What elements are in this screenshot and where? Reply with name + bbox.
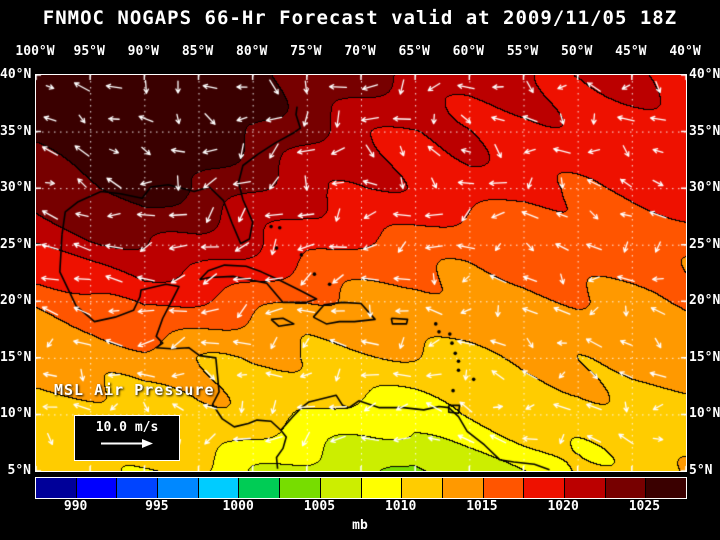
lon-tick-label: 80°W bbox=[236, 44, 268, 59]
colorbar-tick-label: 1010 bbox=[384, 499, 417, 514]
colorbar-segment bbox=[605, 478, 646, 498]
lon-tick-label: 60°W bbox=[452, 44, 484, 59]
lon-tick-label: 95°W bbox=[73, 44, 105, 59]
colorbar-segment bbox=[646, 478, 686, 498]
colorbar-segment bbox=[402, 478, 442, 498]
lon-tick-label: 50°W bbox=[561, 44, 593, 59]
field-label: MSL Air Pressure bbox=[54, 381, 215, 399]
lon-tick-label: 65°W bbox=[398, 44, 430, 59]
lon-tick-label: 75°W bbox=[290, 44, 322, 59]
lat-tick-label-right: 20°N bbox=[689, 293, 720, 309]
chart-title: FNMOC NOGAPS 66-Hr Forecast valid at 200… bbox=[42, 7, 678, 29]
lon-tick-label: 85°W bbox=[181, 44, 214, 59]
colorbar-tick-label: 1000 bbox=[222, 499, 254, 514]
wind-scale-arrow-icon bbox=[101, 439, 153, 448]
lon-tick-label: 70°W bbox=[344, 44, 376, 59]
lat-tick-label-left: 5°N bbox=[7, 463, 31, 478]
lat-tick-label-right: 30°N bbox=[689, 180, 720, 196]
colorbar-segment bbox=[280, 478, 320, 498]
colorbar-segment bbox=[158, 478, 198, 498]
colorbar-segment bbox=[36, 478, 76, 498]
pressure-field-canvas bbox=[36, 75, 686, 471]
lat-tick-label-left: 25°N bbox=[0, 236, 32, 252]
lat-tick-label-right: 25°N bbox=[689, 236, 720, 252]
colorbar-segment bbox=[76, 478, 117, 498]
colorbar-segment bbox=[361, 478, 402, 498]
map-area: MSL Air Pressure 10.0 m/s bbox=[35, 74, 687, 472]
wind-scale-legend: 10.0 m/s bbox=[74, 415, 180, 461]
lat-tick-label-left: 40°N bbox=[0, 67, 32, 82]
lat-tick-label-left: 20°N bbox=[0, 293, 32, 309]
colorbar-segment bbox=[524, 478, 564, 498]
colorbar-tick-label: 1015 bbox=[466, 499, 498, 514]
colorbar-segment bbox=[117, 478, 158, 498]
lat-tick-label-left: 30°N bbox=[0, 180, 32, 196]
lat-tick-label-left: 15°N bbox=[0, 349, 32, 365]
lat-tick-label-left: 35°N bbox=[0, 123, 32, 139]
lon-tick-label: 40°W bbox=[669, 44, 701, 59]
colorbar-segment bbox=[239, 478, 280, 498]
lon-tick-label: 45°W bbox=[615, 44, 647, 59]
colorbar-tick-label: 1025 bbox=[628, 499, 661, 514]
lon-tick-label: 100°W bbox=[15, 44, 55, 59]
colorbar-tick-label: 1020 bbox=[547, 499, 579, 514]
colorbar-segment bbox=[564, 478, 605, 498]
colorbar-segment bbox=[483, 478, 524, 498]
wind-scale-label: 10.0 m/s bbox=[95, 420, 159, 435]
colorbar-unit: mb bbox=[352, 518, 368, 533]
colorbar-tick-label: 1005 bbox=[303, 499, 336, 514]
colorbar-segment bbox=[198, 478, 239, 498]
lat-tick-label-right: 5°N bbox=[689, 463, 713, 478]
colorbar bbox=[35, 477, 687, 499]
lat-tick-label-right: 40°N bbox=[689, 67, 720, 82]
colorbar-segment bbox=[442, 478, 483, 498]
colorbar-tick-label: 990 bbox=[63, 499, 88, 514]
lon-tick-label: 55°W bbox=[506, 44, 539, 59]
colorbar-tick-label: 995 bbox=[145, 499, 169, 514]
lon-tick-label: 90°W bbox=[127, 44, 159, 59]
lat-tick-label-right: 15°N bbox=[689, 349, 720, 365]
lat-tick-label-left: 10°N bbox=[0, 406, 32, 422]
lat-tick-label-right: 10°N bbox=[689, 406, 720, 422]
lat-tick-label-right: 35°N bbox=[689, 123, 720, 139]
colorbar-segment bbox=[320, 478, 361, 498]
